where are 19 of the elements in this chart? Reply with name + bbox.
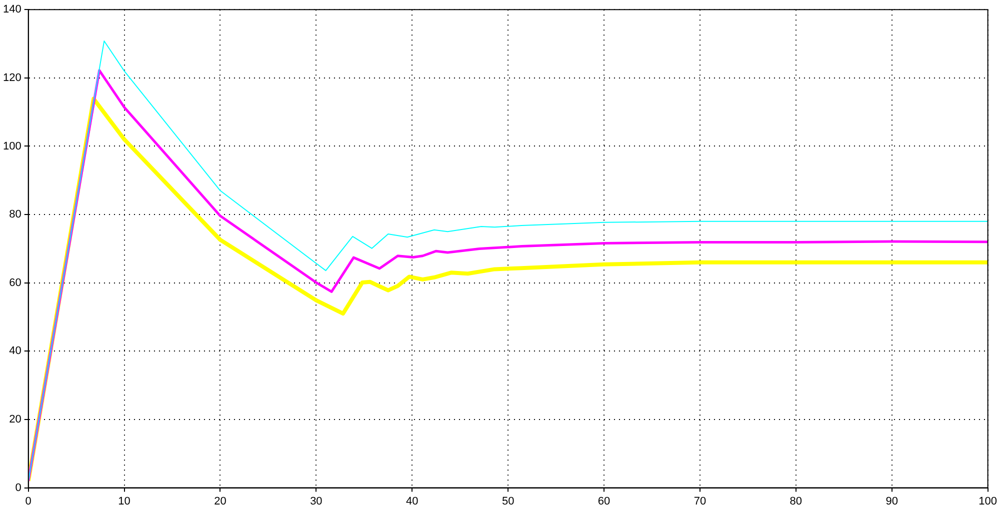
x-tick-label: 70 bbox=[694, 495, 706, 508]
x-tick-label: 20 bbox=[214, 495, 226, 508]
x-tick-label: 10 bbox=[118, 495, 130, 508]
y-tick-label: 20 bbox=[9, 414, 22, 426]
x-tick-label: 80 bbox=[790, 495, 802, 508]
y-tick-label: 140 bbox=[2, 4, 22, 16]
x-tick-label: 30 bbox=[310, 495, 322, 508]
y-tick-label: 0 bbox=[15, 482, 22, 494]
x-tick-label: 90 bbox=[886, 495, 898, 508]
y-tick-label: 80 bbox=[9, 208, 22, 221]
x-tick-label: 100 bbox=[978, 495, 998, 508]
x-tick-label: 50 bbox=[502, 495, 514, 508]
y-tick-label: 60 bbox=[9, 276, 22, 289]
x-tick-label: 0 bbox=[25, 495, 32, 508]
y-tick-label: 40 bbox=[9, 345, 22, 358]
x-tick-label: 40 bbox=[406, 495, 418, 508]
y-tick-label: 120 bbox=[2, 72, 22, 84]
y-tick-label: 100 bbox=[2, 140, 22, 152]
x-tick-label: 60 bbox=[598, 495, 610, 508]
